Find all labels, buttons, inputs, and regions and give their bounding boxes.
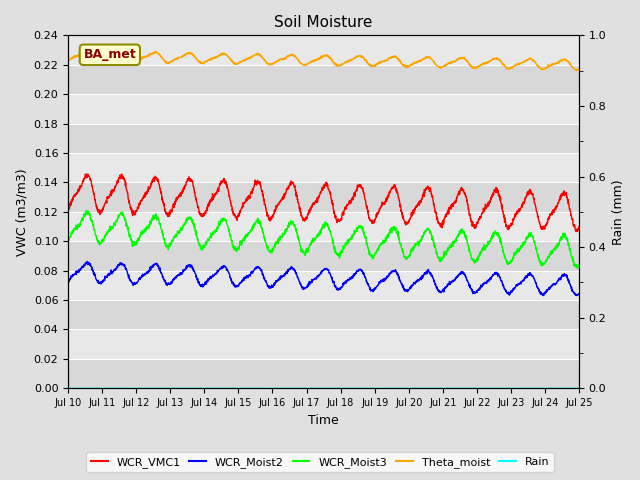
Bar <box>68 359 579 388</box>
Bar <box>68 94 579 123</box>
Y-axis label: VWC (m3/m3): VWC (m3/m3) <box>15 168 28 256</box>
Bar <box>68 241 579 271</box>
Title: Soil Moisture: Soil Moisture <box>275 15 372 30</box>
Bar <box>68 36 579 65</box>
Bar <box>68 182 579 212</box>
Bar <box>68 123 579 153</box>
Bar <box>68 329 579 359</box>
Legend: WCR_VMC1, WCR_Moist2, WCR_Moist3, Theta_moist, Rain: WCR_VMC1, WCR_Moist2, WCR_Moist3, Theta_… <box>86 452 554 472</box>
Text: BA_met: BA_met <box>83 48 136 61</box>
X-axis label: Time: Time <box>308 414 339 427</box>
Bar <box>68 65 579 94</box>
Bar <box>68 153 579 182</box>
Y-axis label: Rain (mm): Rain (mm) <box>612 179 625 245</box>
Bar <box>68 212 579 241</box>
Bar <box>68 300 579 329</box>
Bar <box>68 271 579 300</box>
